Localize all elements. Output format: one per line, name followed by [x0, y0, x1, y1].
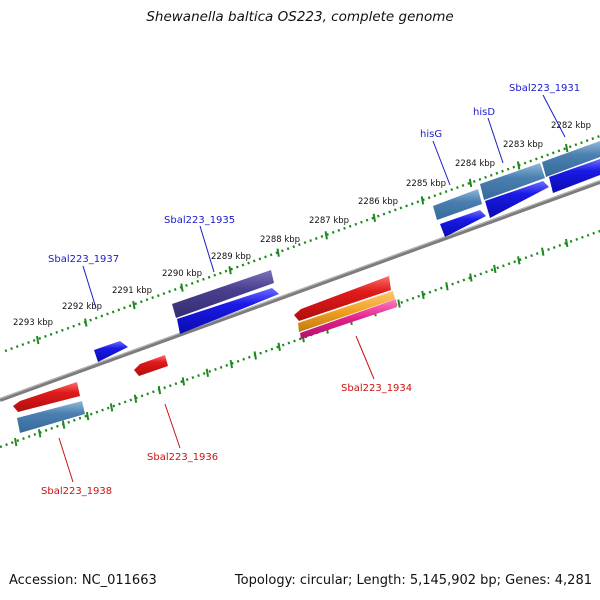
label-sbal223-1931[interactable]: Sbal223_1931 — [509, 83, 580, 94]
label-hisd[interactable]: hisD — [473, 107, 495, 118]
label-sbal223-1934[interactable]: Sbal223_1934 — [341, 383, 412, 394]
reverse-major-tick — [181, 377, 186, 386]
reverse-tick-group — [14, 238, 569, 447]
reverse-gene-labels: Sbal223_1934 Sbal223_1936 Sbal223_1938 — [41, 383, 412, 497]
reverse-major-tick — [493, 264, 497, 274]
gene-hisd-feature[interactable] — [480, 163, 545, 200]
forward-callouts — [82, 94, 566, 309]
gene-hisg-feature[interactable] — [433, 189, 482, 220]
forward-major-tick — [132, 300, 136, 310]
tick-label-2287: 2287 kbp — [309, 216, 349, 226]
gene-sbal223-1931-lower-feature[interactable] — [549, 159, 600, 193]
reverse-major-tick — [85, 411, 90, 421]
reverse-major-tick — [541, 247, 545, 256]
reverse-major-tick — [277, 342, 281, 351]
reverse-major-tick — [445, 282, 449, 291]
gene-sbal223-1938-feature[interactable] — [13, 382, 80, 412]
gene-sbal223-1937-feature[interactable] — [94, 341, 128, 362]
reverse-major-tick — [157, 385, 162, 395]
forward-major-tick — [324, 231, 328, 240]
label-sbal223-1936[interactable]: Sbal223_1936 — [147, 452, 218, 463]
callout-sbal223-1936 — [164, 403, 181, 449]
map-title: Shewanella baltica OS223, complete genom… — [146, 9, 454, 25]
forward-major-tick — [36, 335, 40, 345]
tick-label-2292: 2292 kbp — [62, 302, 102, 312]
reverse-major-tick — [229, 359, 233, 369]
reverse-major-tick — [397, 299, 401, 308]
tick-label-2288: 2288 kbp — [260, 235, 300, 245]
gene-sbal223-1931-feature[interactable] — [542, 141, 600, 177]
gene-sbal223-1934-orange-feature[interactable] — [298, 291, 395, 332]
tick-label-2285: 2285 kbp — [406, 179, 446, 189]
forward-major-tick — [516, 161, 521, 170]
gene-hisd-lower-feature[interactable] — [485, 181, 549, 218]
forward-major-tick — [276, 248, 280, 257]
gene-sbal223-1936-feature[interactable] — [134, 355, 168, 376]
gene-sbal223-1934-magenta-feature[interactable] — [300, 299, 397, 339]
tick-label-2282: 2282 kbp — [551, 121, 591, 131]
reverse-callouts — [58, 335, 375, 483]
callout-sbal223-1934 — [355, 335, 375, 380]
tick-label-2290: 2290 kbp — [162, 269, 202, 279]
label-sbal223-1937[interactable]: Sbal223_1937 — [48, 254, 119, 265]
reverse-major-tick — [421, 290, 425, 300]
reverse-major-tick — [469, 273, 473, 282]
callout-sbal223-1938 — [58, 437, 74, 483]
reverse-major-tick — [133, 394, 138, 403]
reverse-genes — [13, 276, 397, 433]
forward-genes — [94, 141, 600, 362]
label-hisg[interactable]: hisG — [420, 129, 442, 140]
callout-sbal223-1931 — [542, 94, 566, 138]
reverse-dot-track — [0, 229, 600, 449]
forward-major-tick — [565, 143, 569, 153]
tick-label-2283: 2283 kbp — [503, 140, 543, 150]
forward-gene-labels: Sbal223_1931 hisD hisG Sbal223_1935 Sbal… — [48, 83, 580, 265]
tick-label-2293: 2293 kbp — [13, 318, 53, 328]
reverse-major-tick — [61, 420, 66, 429]
forward-major-tick — [228, 266, 232, 275]
forward-major-tick — [180, 283, 184, 292]
callout-sbal223-1935 — [199, 225, 215, 273]
reverse-major-tick — [109, 403, 114, 412]
gene-sbal223-1938-steel-feature[interactable] — [17, 401, 85, 433]
forward-major-tick — [420, 196, 425, 205]
callout-hisg — [432, 140, 451, 186]
reverse-major-tick — [14, 437, 18, 447]
label-sbal223-1938[interactable]: Sbal223_1938 — [41, 486, 112, 497]
reverse-major-tick — [517, 256, 521, 265]
reverse-major-tick — [37, 429, 42, 438]
callout-hisd — [487, 117, 504, 164]
forward-major-tick — [84, 318, 88, 327]
gene-sbal223-1935-feature[interactable] — [172, 270, 274, 318]
gene-sbal223-1935-lower-feature[interactable] — [177, 288, 279, 334]
callout-sbal223-1937 — [82, 265, 97, 309]
tick-label-2286: 2286 kbp — [358, 197, 398, 207]
tick-label-2284: 2284 kbp — [455, 159, 495, 169]
tick-label-2291: 2291 kbp — [112, 286, 152, 296]
genome-summary-text: Topology: circular; Length: 5,145,902 bp… — [234, 573, 592, 588]
label-sbal223-1935[interactable]: Sbal223_1935 — [164, 215, 235, 226]
forward-tick-group — [36, 143, 569, 345]
accession-text: Accession: NC_011663 — [9, 573, 157, 588]
genome-backbone — [0, 180, 600, 402]
reverse-major-tick — [253, 351, 257, 360]
gene-sbal223-1934-feature[interactable] — [294, 276, 391, 321]
scale-labels: 2282 kbp 2283 kbp 2284 kbp 2285 kbp 2286… — [13, 121, 591, 328]
reverse-major-tick — [205, 368, 210, 377]
genome-backbone-highlight — [0, 180, 600, 400]
reverse-major-tick — [565, 238, 569, 248]
forward-major-tick — [468, 178, 473, 188]
gene-hisg-lower-feature[interactable] — [440, 210, 486, 237]
tick-label-2289: 2289 kbp — [211, 252, 251, 262]
forward-major-tick — [372, 213, 377, 222]
